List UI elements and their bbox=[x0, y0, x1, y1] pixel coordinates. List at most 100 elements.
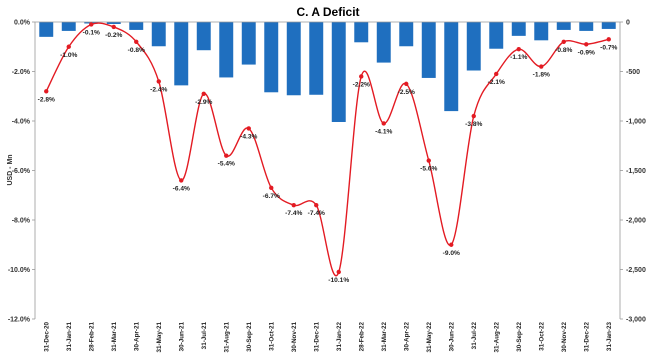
bar bbox=[421, 22, 436, 78]
line-point bbox=[471, 113, 476, 119]
bar bbox=[241, 22, 256, 65]
right-tick-label: 0 bbox=[626, 20, 630, 27]
line-point bbox=[606, 37, 611, 42]
bar bbox=[151, 22, 166, 47]
chart-title: C. A Deficit bbox=[296, 5, 359, 19]
bar bbox=[601, 22, 616, 29]
bar bbox=[39, 22, 54, 37]
line-point bbox=[449, 242, 454, 247]
data-label: -0.7% bbox=[600, 44, 617, 51]
line-point bbox=[269, 185, 274, 191]
data-label: -2.5% bbox=[398, 89, 415, 96]
left-tick-label: -8.0% bbox=[12, 218, 31, 225]
x-tick-label: 28-Feb-21 bbox=[88, 322, 95, 352]
x-tick-label: 31-May-21 bbox=[156, 322, 163, 353]
line-point bbox=[336, 269, 341, 275]
bar bbox=[331, 22, 346, 122]
right-tick-label: -1,000 bbox=[626, 119, 646, 126]
bar bbox=[466, 22, 481, 71]
data-label: -4.1% bbox=[375, 128, 392, 135]
bar bbox=[399, 22, 414, 47]
x-tick-label: 31-Dec-21 bbox=[313, 322, 320, 352]
data-label: -7.4% bbox=[308, 210, 325, 217]
x-tick-label: 31-May-22 bbox=[426, 322, 433, 353]
line-point bbox=[111, 24, 116, 30]
line-point bbox=[404, 81, 409, 87]
left-tick-label: -10.0% bbox=[8, 267, 31, 274]
data-label: -6.4% bbox=[173, 185, 190, 192]
data-label: -6.7% bbox=[263, 193, 280, 200]
bar bbox=[489, 22, 504, 49]
data-label: -0.8% bbox=[555, 47, 572, 54]
bar bbox=[309, 22, 324, 95]
line-point bbox=[494, 71, 499, 77]
x-tick-label: 30-Jun-22 bbox=[448, 322, 455, 352]
data-label: -2.1% bbox=[488, 79, 505, 86]
x-tick-label: 30-Sep-21 bbox=[246, 322, 253, 352]
left-tick-label: -2.0% bbox=[12, 69, 31, 76]
bar bbox=[286, 22, 301, 96]
line-point bbox=[539, 64, 544, 69]
right-tick-label: -500 bbox=[626, 69, 640, 76]
left-tick-label: -4.0% bbox=[12, 119, 31, 126]
x-tick-label: 31-Jul-21 bbox=[201, 322, 208, 350]
x-tick-label: 31-Oct-21 bbox=[268, 322, 275, 351]
right-tick-label: -1,500 bbox=[626, 168, 646, 175]
line-point bbox=[156, 79, 161, 84]
x-tick-label: 30-Apr-22 bbox=[403, 322, 410, 352]
x-tick-label: 30-Sep-22 bbox=[516, 322, 523, 352]
data-label: -5.4% bbox=[218, 161, 235, 168]
bar bbox=[61, 22, 76, 31]
bar bbox=[129, 22, 144, 30]
right-tick-label: -3,000 bbox=[626, 317, 646, 324]
data-label: -2.8% bbox=[38, 96, 55, 103]
left-tick-label: -12.0% bbox=[8, 317, 31, 324]
line-point bbox=[516, 47, 521, 52]
x-tick-label: 31-Mar-22 bbox=[381, 322, 388, 352]
data-label: -1.8% bbox=[533, 72, 550, 79]
right-tick-label: -2,000 bbox=[626, 218, 646, 225]
line-series bbox=[44, 22, 611, 277]
bar-series bbox=[39, 22, 616, 122]
x-tick-label: 31-Dec-20 bbox=[43, 322, 50, 352]
data-label: -0.1% bbox=[83, 29, 100, 36]
x-tick-label: 31-Jan-23 bbox=[606, 322, 613, 352]
y-axis-label: USD - Mn bbox=[7, 154, 14, 185]
data-label: -0.9% bbox=[578, 49, 595, 56]
bar bbox=[511, 22, 526, 36]
data-label: -1.0% bbox=[60, 52, 77, 59]
x-tick-label: 31-Jan-21 bbox=[66, 322, 73, 352]
bar bbox=[174, 22, 189, 86]
line-point bbox=[359, 74, 364, 79]
line-point bbox=[584, 42, 589, 47]
x-tick-label: 31-Aug-21 bbox=[223, 322, 230, 353]
bar bbox=[219, 22, 234, 78]
data-label: -2.9% bbox=[195, 99, 212, 106]
data-label: -2.2% bbox=[353, 81, 370, 88]
line-point bbox=[561, 39, 566, 44]
line-point bbox=[201, 91, 206, 96]
left-tick-label: 0.0% bbox=[14, 20, 31, 27]
bar bbox=[556, 22, 571, 30]
data-label: -0.8% bbox=[128, 47, 145, 54]
x-tick-label: 31-Mar-21 bbox=[111, 322, 118, 352]
bar bbox=[376, 22, 391, 63]
line-point bbox=[44, 89, 49, 94]
bar bbox=[106, 22, 121, 24]
x-tick-label: 31-Aug-22 bbox=[493, 322, 500, 353]
left-tick-label: -6.0% bbox=[12, 168, 31, 175]
data-label: -3.8% bbox=[465, 121, 482, 128]
line-point bbox=[246, 126, 251, 131]
line-point bbox=[291, 202, 296, 208]
bar bbox=[534, 22, 549, 41]
bar bbox=[196, 22, 211, 51]
data-label: -9.0% bbox=[443, 250, 460, 257]
data-label: -7.4% bbox=[285, 210, 302, 217]
line-point bbox=[224, 153, 229, 158]
x-tick-label: 30-Apr-21 bbox=[133, 322, 140, 352]
right-tick-label: -2,500 bbox=[626, 267, 646, 274]
x-tick-label: 30-Nov-21 bbox=[291, 322, 298, 353]
bar bbox=[579, 22, 594, 31]
x-tick-label: 31-Dec-22 bbox=[583, 322, 590, 352]
data-label: -5.6% bbox=[420, 166, 437, 173]
